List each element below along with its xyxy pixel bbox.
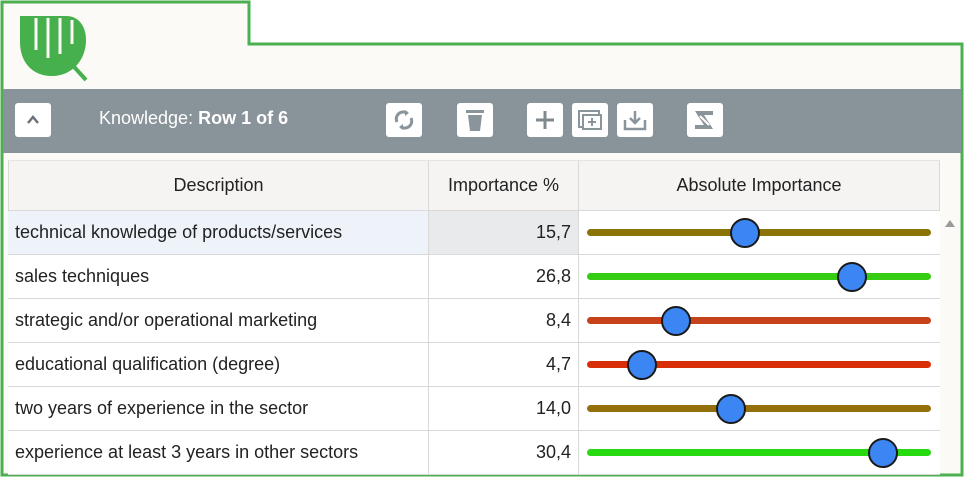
slider-track[interactable] [587,361,931,368]
slider-track[interactable] [587,273,931,280]
slider-thumb[interactable] [730,218,761,248]
row-importance: 30,4 [429,431,579,474]
delete-button[interactable] [457,103,493,137]
add-window-button[interactable] [572,103,608,137]
row-description: strategic and/or operational marketing [8,299,429,342]
importance-slider[interactable] [579,255,940,298]
header-absolute-importance[interactable]: Absolute Importance [579,160,940,211]
importance-slider[interactable] [579,299,940,342]
toolbar: Knowledge: Row 1 of 6 [3,89,961,153]
excel-icon [695,111,713,129]
refresh-button[interactable] [386,103,422,137]
row-importance: 26,8 [429,255,579,298]
slider-thumb[interactable] [867,438,898,468]
plus-icon [536,111,554,129]
slider-thumb[interactable] [627,350,658,380]
download-button[interactable] [617,103,653,137]
row-description: sales techniques [8,255,429,298]
row-importance: 14,0 [429,387,579,430]
add-window-icon [578,110,602,130]
refresh-icon [394,110,414,130]
collapse-button[interactable] [15,103,51,137]
slider-track[interactable] [587,317,931,324]
row-importance: 8,4 [429,299,579,342]
header-importance[interactable]: Importance % [429,160,579,211]
slider-track[interactable] [587,405,931,412]
slider-thumb[interactable] [836,262,867,292]
slider-thumb[interactable] [661,306,692,336]
table-row[interactable]: strategic and/or operational marketing 8,… [8,299,940,343]
chevron-up-icon [27,115,39,124]
row-description: technical knowledge of products/services [8,211,429,254]
importance-slider[interactable] [579,343,940,386]
importance-slider[interactable] [579,387,940,430]
row-description: experience at least 3 years in other sec… [8,431,429,474]
row-indicator: Row 1 of 6 [198,108,289,128]
add-button[interactable] [527,103,563,137]
row-description: two years of experience in the sector [8,387,429,430]
table-row[interactable]: educational qualification (degree) 4,7 [8,343,940,387]
slider-thumb[interactable] [716,394,747,424]
table-row[interactable]: technical knowledge of products/services… [8,211,940,255]
row-importance: 15,7 [429,211,579,254]
scroll-up-icon[interactable] [944,218,956,228]
trash-icon [466,110,484,131]
row-importance: 4,7 [429,343,579,386]
table-row[interactable]: sales techniques 26,8 [8,255,940,299]
toolbar-title: Knowledge: Row 1 of 6 [99,108,288,129]
leaf-logo-icon [14,10,90,82]
title-prefix: Knowledge: [99,108,199,128]
importance-slider[interactable] [579,211,940,254]
header-description[interactable]: Description [8,160,429,211]
importance-slider[interactable] [579,431,940,474]
download-icon [623,111,647,131]
table-row[interactable]: two years of experience in the sector 14,… [8,387,940,431]
slider-track[interactable] [587,449,931,456]
row-description: educational qualification (degree) [8,343,429,386]
table-row[interactable]: experience at least 3 years in other sec… [8,431,940,475]
excel-export-button[interactable] [687,103,723,137]
